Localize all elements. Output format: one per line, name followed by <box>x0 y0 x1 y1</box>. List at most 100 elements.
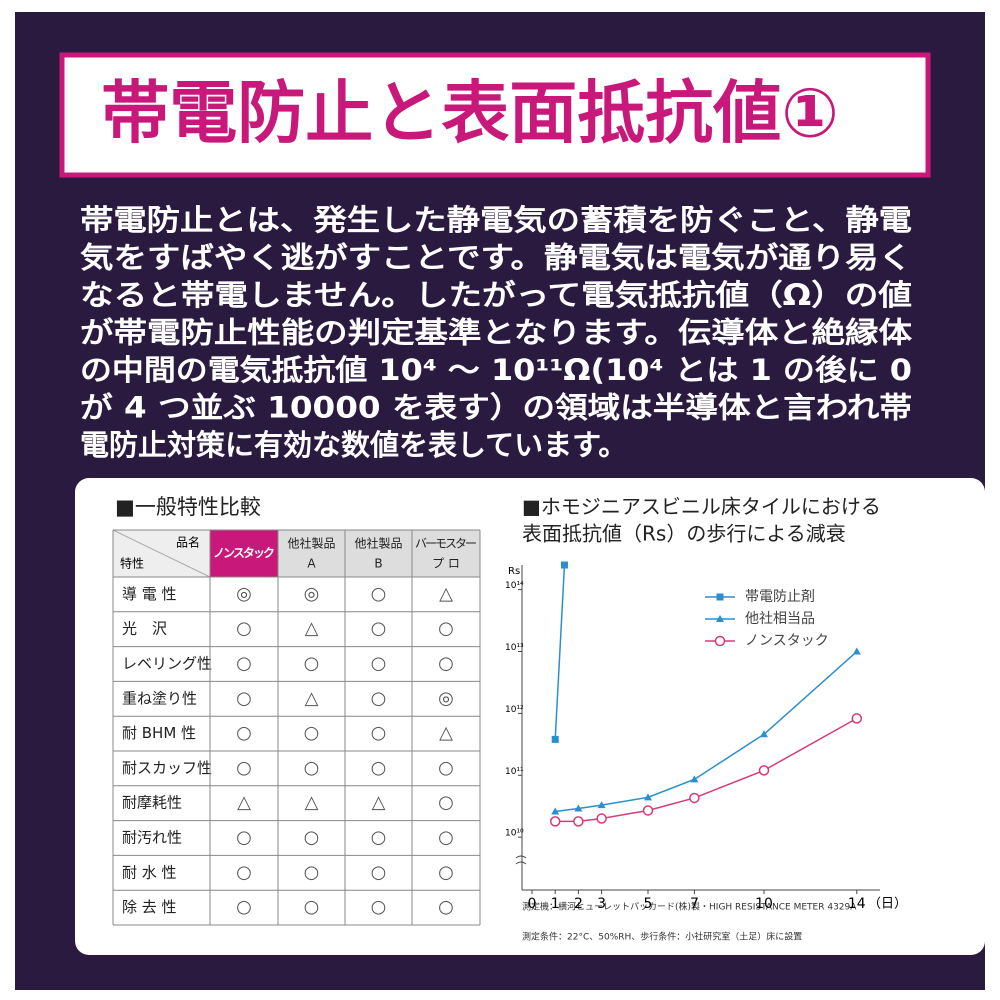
row-label: 耐摩耗性 <box>122 794 182 812</box>
chart-title: 表面抵抗値（Rs）の歩行による減衰 <box>522 522 846 546</box>
title: 帯電防止と表面抵抗値① <box>101 75 839 154</box>
content-panel <box>75 478 985 955</box>
cell: △ <box>237 792 251 813</box>
header-bg <box>278 530 480 577</box>
marker <box>760 730 768 738</box>
corner-bg <box>113 530 210 577</box>
marker <box>560 561 568 569</box>
body-line: 帯電防止とは、発生した静電気の蓄積を防ぐこと、静電 <box>80 203 912 237</box>
body-line: 電防止対策に有効な数値を表しています。 <box>80 428 627 462</box>
cell: ○ <box>304 827 320 848</box>
cell: ○ <box>371 688 387 709</box>
y-tick-label: 10¹⁰ <box>505 829 524 839</box>
row-label: 重ね塗り性 <box>122 689 197 707</box>
marker <box>716 615 724 622</box>
marker <box>551 735 559 743</box>
series-line <box>554 565 566 740</box>
marker <box>689 792 700 804</box>
marker <box>642 805 654 816</box>
cell: ○ <box>371 653 387 674</box>
x-axis-label: （日） <box>868 897 907 912</box>
cell: ○ <box>371 723 387 744</box>
cell: △ <box>305 688 319 709</box>
marker <box>573 816 584 827</box>
cell: ○ <box>371 618 387 639</box>
column-header: B <box>374 557 382 571</box>
cell: ○ <box>236 757 252 778</box>
column-header: 他社製品 <box>354 536 402 551</box>
cell: ◎ <box>304 583 320 604</box>
body-line: の中間の電気抵抗値 10⁴ ～ 10¹¹Ω(10⁴ とは 1 の後に 0 <box>80 353 912 387</box>
cell: ○ <box>371 583 387 604</box>
marker <box>714 635 726 647</box>
cell: ○ <box>304 653 320 674</box>
marker <box>574 804 583 812</box>
cell: ○ <box>236 827 252 848</box>
header-highlight <box>210 530 278 577</box>
cell: ○ <box>438 792 454 813</box>
body-line: 気をすばやく逃がすことです。静電気は電気が通り易く <box>80 241 912 275</box>
body-line: が 4 つ並ぶ 10000 を表す）の領域は半導体と言われ帯 <box>80 391 912 425</box>
cell: ○ <box>236 723 252 744</box>
column-header: プ ロ <box>432 557 460 571</box>
row-label: 光 沢 <box>122 620 167 638</box>
x-tick-label: 3 <box>597 896 606 912</box>
x-tick-label: 7 <box>690 896 699 912</box>
cell: ○ <box>438 618 454 639</box>
y-tick-label: 10¹⁴ <box>505 581 524 591</box>
x-tick-label: 0 <box>528 896 537 912</box>
legend-label: 他社相当品 <box>745 611 815 627</box>
cell: △ <box>439 723 453 744</box>
corner-label: 品名 <box>176 535 200 550</box>
title-box <box>59 52 931 178</box>
chart-title: ■ホモジニアスビニル床タイルにおける <box>522 495 881 519</box>
cell: ○ <box>438 862 454 883</box>
cell: △ <box>372 792 386 813</box>
row-label: レベリング性 <box>122 655 212 673</box>
cell: ◎ <box>236 583 252 604</box>
axis-break <box>515 855 527 865</box>
cell: ○ <box>236 862 252 883</box>
y-tick-label: 10¹¹ <box>505 767 524 777</box>
marker <box>549 816 561 827</box>
row-label: 導 電 性 <box>122 585 177 603</box>
marker <box>758 765 770 776</box>
cell: ○ <box>304 862 320 883</box>
cell: ○ <box>304 897 320 918</box>
column-header: バーモスター <box>415 537 477 551</box>
corner-label: 特性 <box>120 556 144 571</box>
marker <box>596 813 607 824</box>
cell: ○ <box>236 688 252 709</box>
legend-label: ノンスタック <box>745 633 829 649</box>
cell: △ <box>439 583 453 604</box>
body-line: なると帯電しません。したがって電気抵抗値（Ω）の値 <box>80 278 912 312</box>
x-tick-label: 1 <box>551 896 560 912</box>
x-tick-label: 10 <box>755 896 773 912</box>
cell: ○ <box>371 757 387 778</box>
marker <box>852 647 861 655</box>
cell: ○ <box>371 862 387 883</box>
x-tick-label: 14 <box>848 896 866 912</box>
cell: ○ <box>438 897 454 918</box>
cell: △ <box>305 618 319 639</box>
cell: ○ <box>371 897 387 918</box>
row-label: 耐 BHM 性 <box>122 724 196 742</box>
cell: △ <box>305 792 319 813</box>
note: 測定条件：22°C、50%RH、歩行条件：小社研究室（土足）床に設置 <box>522 931 802 943</box>
cell: ○ <box>304 757 320 778</box>
body-line: が帯電防止性能の判定基準となります。伝導体と絶縁体 <box>80 316 913 350</box>
marker <box>716 593 724 601</box>
y-tick-label: 10¹³ <box>505 643 524 653</box>
row-label: 除 去 性 <box>122 898 177 916</box>
marker <box>551 807 560 815</box>
marker <box>597 801 606 809</box>
column-header: ノンスタック <box>213 546 275 560</box>
cell: ○ <box>438 757 454 778</box>
y-axis-label: Rs <box>508 566 520 577</box>
column-header: A <box>307 557 316 571</box>
column-header: 他社製品 <box>287 536 335 551</box>
row-label: 耐汚れ性 <box>122 829 182 847</box>
row-label: 耐 水 性 <box>122 863 177 881</box>
cell: ○ <box>236 897 252 918</box>
